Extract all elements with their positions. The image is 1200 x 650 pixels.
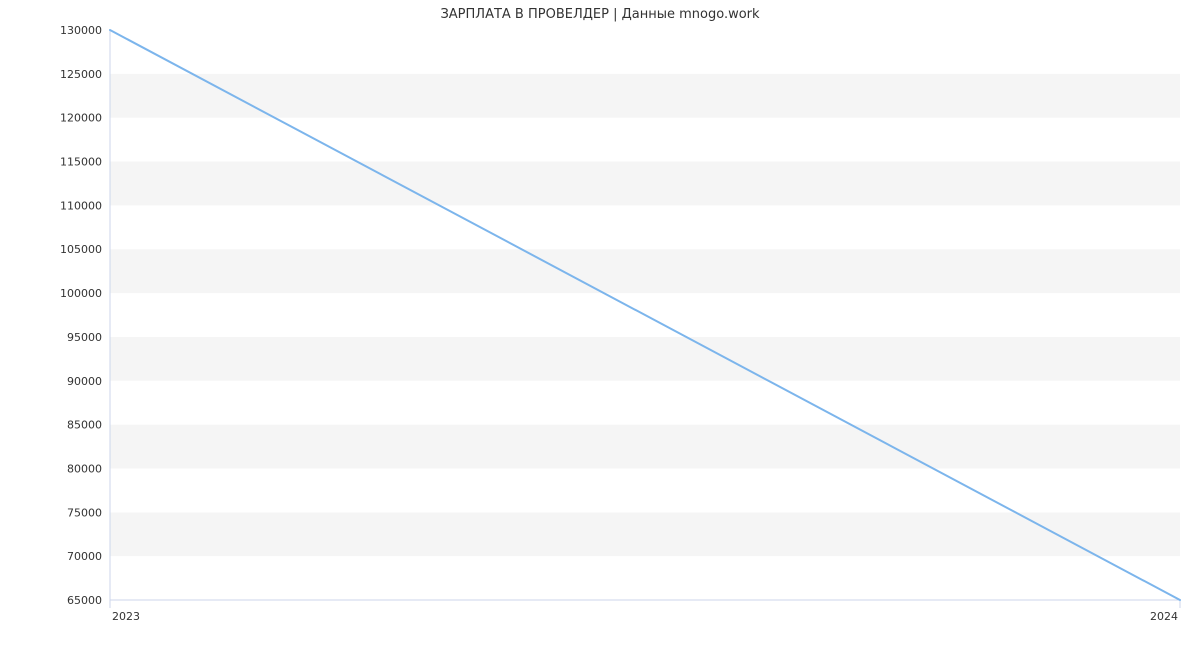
y-tick-label: 130000 (60, 24, 102, 37)
y-tick-label: 120000 (60, 112, 102, 125)
chart-svg: 65000 70000 75000 80000 85000 90000 95000 10000… (0, 0, 1200, 650)
salary-chart: ЗАРПЛАТА В ПРОВЕЛДЕР | Данные mnogo.work… (0, 0, 1200, 650)
y-tick-label: 65000 (67, 594, 102, 607)
y-tick-label: 105000 (60, 243, 102, 256)
y-tick-label: 75000 (67, 506, 102, 519)
y-tick-label: 125000 (60, 68, 102, 81)
y-tick-label: 95000 (67, 331, 102, 344)
x-tick-label: 2024 (1150, 610, 1178, 623)
y-tick-label: 80000 (67, 462, 102, 475)
y-tick-label: 110000 (60, 199, 102, 212)
x-tick-label: 2023 (112, 610, 140, 623)
y-tick-label: 85000 (67, 419, 102, 432)
y-tick-label: 90000 (67, 375, 102, 388)
y-tick-label: 100000 (60, 287, 102, 300)
y-tick-label: 115000 (60, 156, 102, 169)
y-tick-label: 70000 (67, 550, 102, 563)
